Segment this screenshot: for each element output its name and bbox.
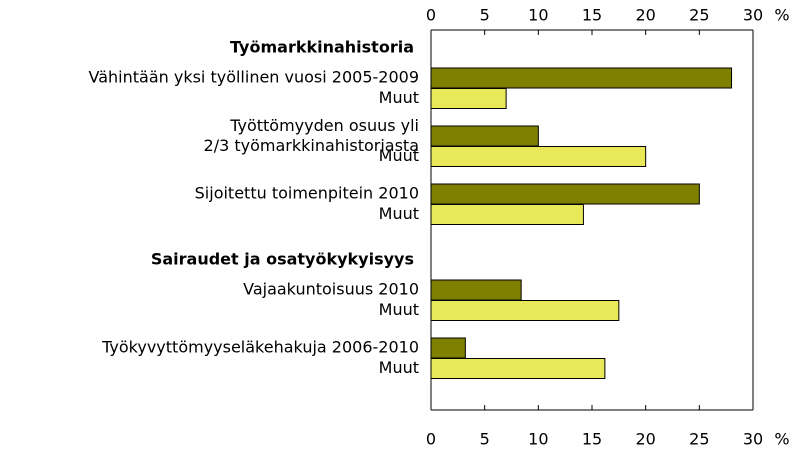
unit-label: % [774, 430, 789, 449]
group-heading: Työmarkkinahistoria [230, 38, 414, 57]
x-tick-label: 15 [582, 430, 602, 449]
x-tick-label: 30 [743, 6, 763, 25]
category-label: Muut [379, 358, 419, 377]
bar [430, 279, 522, 301]
x-tick-label: 20 [635, 6, 655, 25]
bar [430, 183, 700, 205]
group-heading: Sairaudet ja osatyökykyisyys [151, 250, 414, 269]
x-tick-label: 25 [689, 430, 709, 449]
x-tick-label: 0 [426, 6, 436, 25]
x-tick-label: 10 [528, 6, 548, 25]
x-tick-label: 10 [528, 430, 548, 449]
bar [430, 358, 606, 379]
category-label: Vähintään yksi työllinen vuosi 2005-2009 [89, 68, 420, 87]
category-label: Työkyvyttömyyseläkehakuja 2006-2010 [101, 338, 419, 357]
bar [430, 204, 584, 225]
bar [430, 300, 620, 321]
category-label: Vajaakuntoisuus 2010 [243, 280, 419, 299]
bar [430, 67, 733, 89]
category-label: Muut [379, 146, 419, 165]
bar [430, 125, 539, 147]
x-tick-label: 30 [743, 430, 763, 449]
category-label: Muut [379, 88, 419, 107]
category-label: Muut [379, 300, 419, 319]
x-tick-label: 5 [480, 430, 490, 449]
x-tick-label: 25 [689, 6, 709, 25]
category-label: Sijoitettu toimenpitein 2010 [195, 184, 419, 203]
x-tick-label: 0 [426, 430, 436, 449]
bar [430, 146, 647, 167]
category-label: Työttömyyden osuus yli 2/3 työmarkkinahis… [204, 116, 419, 155]
bar [430, 337, 466, 359]
unit-label: % [774, 6, 789, 25]
x-tick-label: 15 [582, 6, 602, 25]
bar [430, 88, 507, 109]
x-tick-label: 5 [480, 6, 490, 25]
category-label: Muut [379, 204, 419, 223]
x-tick-label: 20 [635, 430, 655, 449]
